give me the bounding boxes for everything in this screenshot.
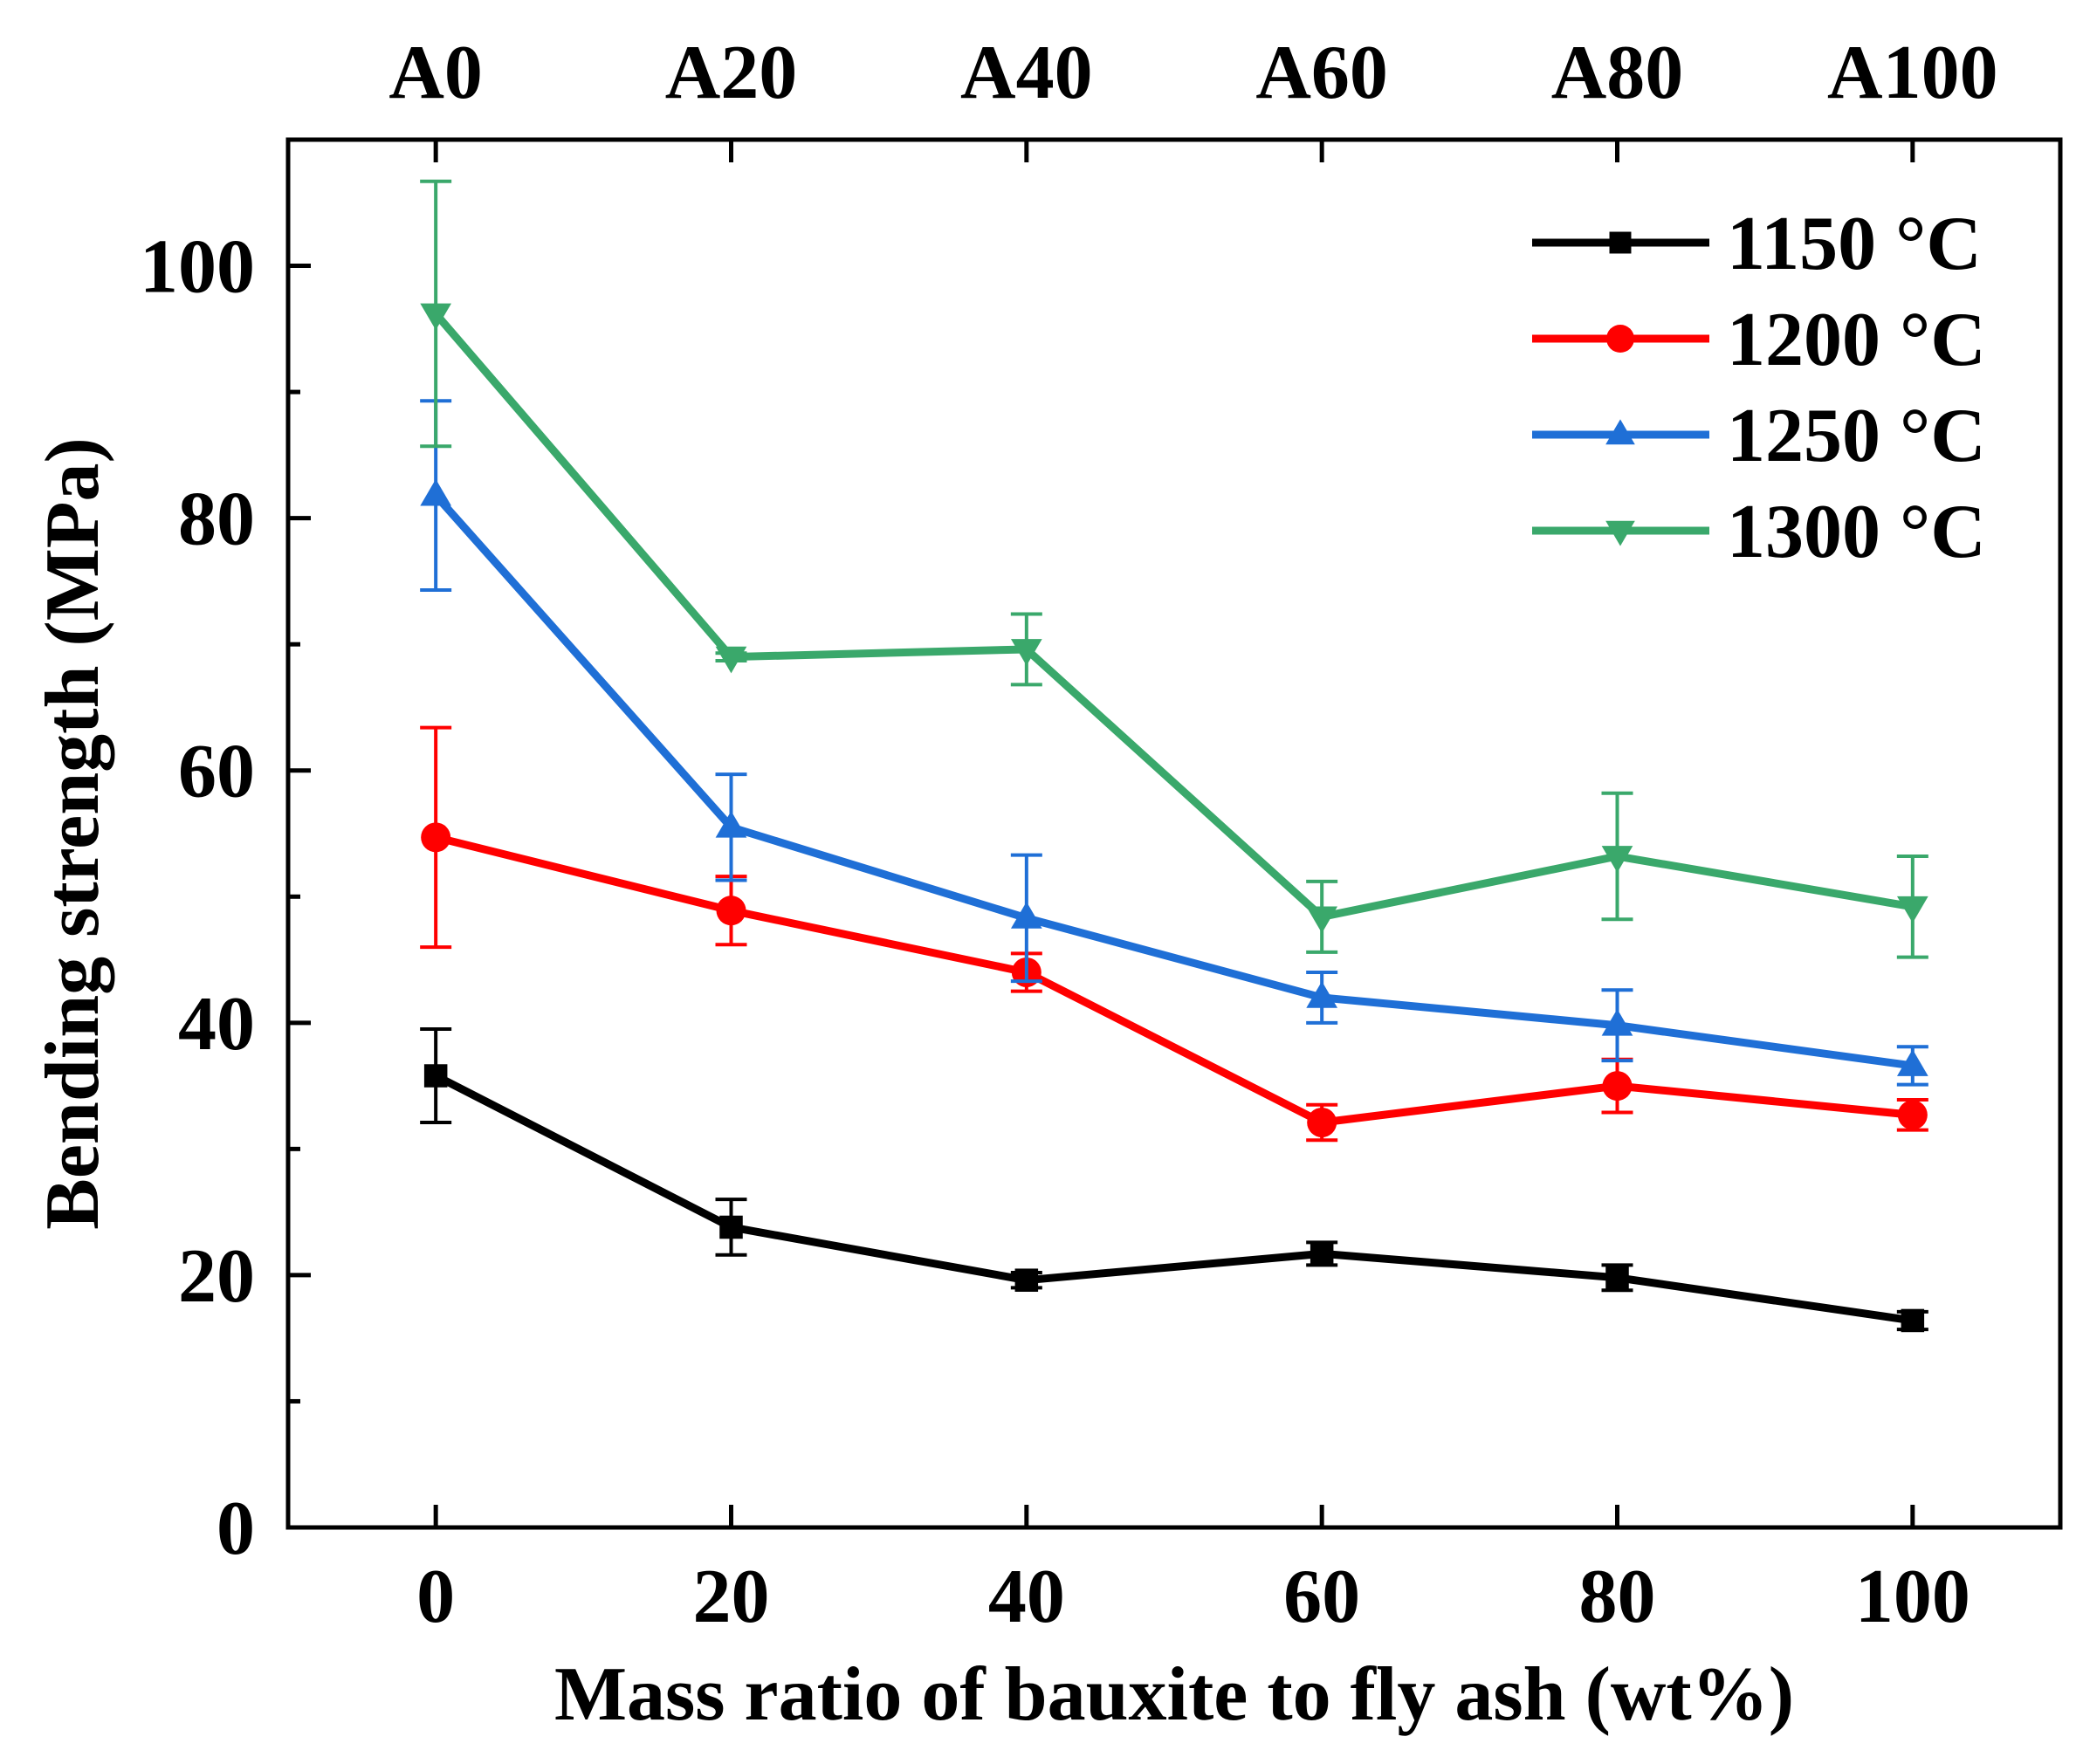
x-axis-title: Mass ratio of bauxite to fly ash (wt%)	[554, 1652, 1794, 1737]
data-point	[716, 896, 746, 926]
series-3	[420, 179, 1928, 959]
series-0	[420, 1027, 1928, 1333]
series-line	[432, 311, 1914, 921]
y-axis-ticks: 0 20 40 60 80 100	[140, 225, 311, 1571]
x-tick-label: 100	[1855, 1555, 1970, 1639]
data-point	[715, 646, 747, 674]
top-axis-ticks: A0 A20 A40 A60 A80 A100	[388, 31, 1998, 162]
data-point	[1602, 1071, 1633, 1102]
legend-label: 1300 °C	[1727, 490, 1986, 574]
legend: 1150 °C 1200 °C 1250 °C 1300 °C	[1532, 202, 1986, 574]
data-point	[1896, 1049, 1928, 1076]
top-tick-label: A40	[960, 31, 1093, 115]
legend-marker	[1606, 325, 1634, 353]
data-point	[1901, 1308, 1925, 1333]
legend-label: 1200 °C	[1727, 298, 1986, 382]
y-tick-label: 80	[178, 477, 255, 562]
x-tick-label: 0	[416, 1555, 455, 1639]
y-tick-label: 40	[178, 982, 255, 1067]
data-point	[1014, 1268, 1039, 1292]
data-point	[1896, 896, 1928, 923]
data-point	[1601, 1009, 1633, 1036]
data-point	[1897, 1100, 1928, 1130]
data-point	[1010, 902, 1042, 929]
top-tick-label: A60	[1255, 31, 1388, 115]
legend-marker	[1605, 520, 1635, 546]
data-point	[1601, 846, 1633, 873]
series-1	[420, 725, 1928, 1143]
data-point	[423, 1064, 448, 1088]
x-tick-label: 60	[1283, 1555, 1360, 1639]
data-point	[1306, 906, 1338, 934]
data-point	[719, 1215, 743, 1239]
y-tick-label: 0	[217, 1486, 255, 1571]
data-point	[1306, 981, 1338, 1008]
legend-label: 1250 °C	[1727, 394, 1986, 478]
legend-label: 1150 °C	[1727, 202, 1982, 286]
top-tick-label: A0	[388, 31, 483, 115]
series-line	[435, 833, 1914, 1127]
y-tick-label: 20	[178, 1234, 255, 1319]
data-point	[1307, 1108, 1337, 1138]
data-point	[421, 822, 451, 853]
top-tick-label: A20	[665, 31, 798, 115]
series-line	[432, 492, 1914, 1070]
top-tick-label: A80	[1551, 31, 1684, 115]
data-point	[420, 478, 452, 506]
data-point	[1010, 639, 1042, 666]
x-tick-label: 20	[693, 1555, 770, 1639]
data-point	[1605, 1266, 1629, 1290]
legend-marker	[1605, 419, 1635, 445]
top-tick-label: A100	[1827, 31, 1998, 115]
series-layer	[420, 179, 1928, 1333]
x-axis-ticks: 0 20 40 60 80 100	[416, 1505, 1970, 1639]
data-point	[420, 303, 452, 331]
series-line	[434, 1072, 1914, 1325]
y-axis-title: Bending strength (MPa)	[31, 437, 115, 1230]
data-point	[1310, 1242, 1334, 1266]
plot-frame	[285, 137, 2063, 1530]
x-tick-label: 80	[1579, 1555, 1656, 1639]
legend-marker	[1609, 231, 1632, 254]
y-tick-label: 100	[140, 225, 255, 310]
y-tick-label: 60	[178, 730, 255, 814]
x-tick-label: 40	[988, 1555, 1065, 1639]
series-2	[420, 399, 1928, 1087]
data-point	[715, 811, 747, 838]
